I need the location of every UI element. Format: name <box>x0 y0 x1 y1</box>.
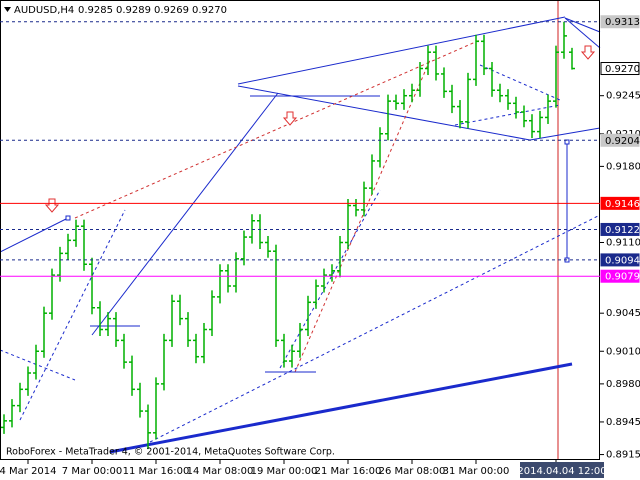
y-tick-label: 0.9110 <box>606 238 640 249</box>
x-tick-label: 2014.04.04 12:00 <box>517 466 606 477</box>
quote-value: 0.9289 <box>116 5 151 16</box>
anchor <box>65 215 71 221</box>
x-tick-label: 21 Mar 16:00 <box>315 466 382 477</box>
price-label: 0.9122 <box>605 225 640 236</box>
trend-line <box>0 349 76 381</box>
price-label: 0.9313 <box>605 17 640 28</box>
watermark: RoboForex - MetaTrader 4, © 2001-2014, M… <box>6 447 335 458</box>
x-tick-label: 4 Mar 2014 <box>0 466 57 477</box>
price-box <box>600 253 640 267</box>
y-tick-label: 0.8945 <box>606 417 640 428</box>
x-tick-label: 19 Mar 00:00 <box>251 466 318 477</box>
quote-value: 0.9269 <box>154 5 189 16</box>
plot-frame <box>0 0 600 460</box>
x-tick-label: 11 Mar 16:00 <box>123 466 190 477</box>
price-label: 0.9146 <box>605 199 640 210</box>
y-tick-label: 0.8915 <box>606 450 640 461</box>
trend-line <box>529 127 601 141</box>
price-box <box>600 196 640 210</box>
price-label: 0.9094 <box>605 255 640 266</box>
quote-value: 0.9270 <box>192 5 227 16</box>
down-arrow <box>282 111 298 126</box>
y-tick-label: 0.9045 <box>606 308 640 319</box>
down-arrow <box>580 45 596 60</box>
price-label: 0.9204 <box>605 136 640 147</box>
y-tick-label: 0.8980 <box>606 379 640 390</box>
price-box <box>600 222 640 236</box>
x-tick-label: 7 Mar 00:00 <box>62 466 122 477</box>
trend-line <box>237 16 566 85</box>
price-box <box>600 62 640 76</box>
x-tick-label: 26 Mar 08:00 <box>379 466 446 477</box>
trend-line <box>74 39 481 219</box>
y-tick-label: 0.9180 <box>606 161 640 172</box>
trend-line <box>564 17 601 49</box>
trend-line <box>109 362 573 454</box>
y-tick-label: 0.9010 <box>606 346 640 357</box>
price-box <box>600 15 640 29</box>
y-tick-label: 0.9245 <box>606 91 640 102</box>
down-arrow <box>44 198 60 213</box>
trend-line <box>279 189 381 369</box>
trend-line <box>0 217 69 253</box>
trend-line <box>237 85 531 141</box>
price-box <box>600 269 640 283</box>
x-tick-label: 14 Mar 08:00 <box>187 466 254 477</box>
symbol-title: AUDUSD,H4 <box>14 5 74 16</box>
trend-line <box>149 214 601 443</box>
price-label: 0.9079 <box>605 272 640 283</box>
quote-value: 0.9285 <box>78 5 113 16</box>
trend-line <box>91 92 279 336</box>
trend-line <box>564 17 601 33</box>
trend-line <box>479 64 561 101</box>
price-label: 0.9270 <box>605 64 640 75</box>
price-box <box>600 133 640 147</box>
trend-lines <box>0 0 601 460</box>
menu-triangle[interactable] <box>4 7 11 12</box>
x-label-highlight <box>520 462 604 478</box>
trend-line <box>294 59 431 373</box>
x-tick-label: 31 Mar 00:00 <box>443 466 510 477</box>
